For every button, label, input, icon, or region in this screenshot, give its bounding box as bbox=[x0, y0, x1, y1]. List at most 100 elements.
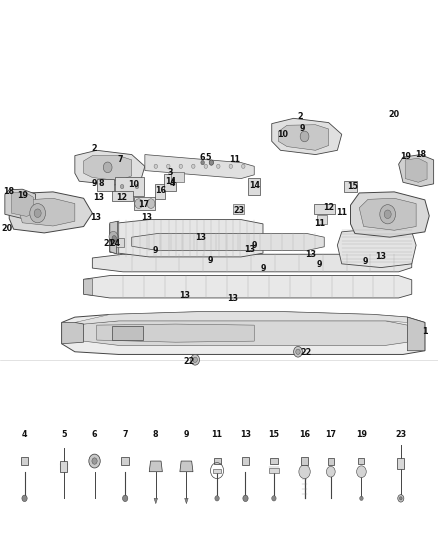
Circle shape bbox=[112, 236, 117, 241]
Circle shape bbox=[179, 164, 183, 168]
Bar bbox=[213, 469, 222, 473]
Polygon shape bbox=[84, 321, 407, 345]
Circle shape bbox=[326, 466, 335, 477]
Text: 9: 9 bbox=[184, 430, 189, 439]
Bar bbox=[397, 458, 404, 469]
Circle shape bbox=[34, 209, 41, 217]
Polygon shape bbox=[84, 279, 92, 295]
Text: 18: 18 bbox=[3, 188, 14, 196]
Bar bbox=[21, 457, 28, 465]
Polygon shape bbox=[5, 189, 35, 219]
Bar bbox=[113, 238, 124, 247]
Polygon shape bbox=[75, 150, 145, 185]
Circle shape bbox=[30, 204, 46, 223]
Text: 19: 19 bbox=[17, 191, 28, 199]
Bar bbox=[214, 458, 221, 464]
Text: 13: 13 bbox=[244, 245, 255, 254]
Polygon shape bbox=[84, 156, 132, 181]
Text: 13: 13 bbox=[376, 253, 387, 261]
Circle shape bbox=[191, 164, 195, 168]
Text: 22: 22 bbox=[184, 357, 195, 366]
Text: 23: 23 bbox=[395, 430, 406, 439]
Bar bbox=[112, 326, 143, 340]
Circle shape bbox=[399, 497, 402, 500]
Bar bbox=[317, 215, 327, 224]
Bar bbox=[113, 191, 134, 201]
Text: 6: 6 bbox=[92, 430, 97, 439]
Bar bbox=[171, 172, 184, 182]
Circle shape bbox=[293, 346, 302, 357]
Text: 17: 17 bbox=[325, 430, 336, 439]
Text: 17: 17 bbox=[138, 200, 149, 209]
Text: 2: 2 bbox=[92, 144, 97, 152]
Text: 19: 19 bbox=[356, 430, 367, 439]
Bar bbox=[314, 204, 335, 214]
Text: 3: 3 bbox=[167, 168, 173, 176]
Circle shape bbox=[120, 184, 124, 189]
Polygon shape bbox=[110, 220, 263, 257]
Circle shape bbox=[384, 210, 391, 219]
Text: 16: 16 bbox=[299, 430, 310, 439]
Circle shape bbox=[191, 354, 200, 365]
Text: 4: 4 bbox=[22, 430, 27, 439]
Bar bbox=[115, 177, 144, 196]
Circle shape bbox=[135, 184, 139, 189]
Text: 8: 8 bbox=[98, 180, 104, 188]
Circle shape bbox=[147, 199, 155, 208]
Text: 4: 4 bbox=[170, 179, 175, 188]
Text: 11: 11 bbox=[314, 220, 325, 228]
Text: 7: 7 bbox=[122, 430, 128, 439]
Polygon shape bbox=[92, 254, 412, 272]
Text: 13: 13 bbox=[179, 292, 190, 300]
Polygon shape bbox=[405, 158, 427, 182]
Text: 13: 13 bbox=[141, 213, 152, 222]
Text: 19: 19 bbox=[400, 152, 411, 161]
Bar bbox=[134, 197, 155, 210]
Circle shape bbox=[380, 205, 396, 224]
Polygon shape bbox=[110, 221, 118, 254]
Polygon shape bbox=[9, 192, 92, 233]
Text: 23: 23 bbox=[233, 206, 244, 214]
Text: 20: 20 bbox=[389, 110, 400, 118]
Circle shape bbox=[22, 495, 27, 502]
Polygon shape bbox=[399, 155, 434, 187]
Circle shape bbox=[109, 231, 118, 242]
Polygon shape bbox=[185, 498, 188, 504]
Bar bbox=[300, 457, 308, 465]
Circle shape bbox=[110, 233, 119, 244]
Text: 9: 9 bbox=[260, 264, 266, 272]
Polygon shape bbox=[110, 221, 119, 254]
Text: 9: 9 bbox=[363, 257, 368, 265]
Text: 5: 5 bbox=[61, 430, 67, 439]
Bar bbox=[241, 457, 249, 465]
Text: 11: 11 bbox=[229, 156, 240, 164]
Text: 13: 13 bbox=[240, 430, 251, 439]
Circle shape bbox=[166, 164, 170, 168]
Circle shape bbox=[92, 458, 97, 464]
Text: 6: 6 bbox=[200, 153, 205, 161]
Bar bbox=[268, 468, 279, 472]
Text: 11: 11 bbox=[212, 430, 223, 439]
Circle shape bbox=[360, 496, 363, 500]
Circle shape bbox=[215, 496, 219, 501]
Polygon shape bbox=[132, 233, 324, 251]
Polygon shape bbox=[359, 198, 416, 230]
Bar bbox=[248, 178, 260, 195]
Text: 18: 18 bbox=[415, 150, 426, 159]
Polygon shape bbox=[350, 192, 429, 237]
Text: 24: 24 bbox=[110, 239, 120, 248]
Polygon shape bbox=[145, 155, 254, 179]
Polygon shape bbox=[154, 498, 158, 504]
Text: 9: 9 bbox=[153, 246, 159, 255]
Circle shape bbox=[296, 349, 300, 354]
Text: 10: 10 bbox=[277, 130, 288, 139]
Bar bbox=[155, 184, 165, 199]
Polygon shape bbox=[180, 461, 193, 472]
Circle shape bbox=[193, 357, 198, 362]
Polygon shape bbox=[272, 118, 342, 155]
Circle shape bbox=[272, 496, 276, 501]
Bar bbox=[270, 458, 278, 464]
Text: 20: 20 bbox=[1, 224, 13, 232]
Circle shape bbox=[209, 160, 214, 165]
Circle shape bbox=[241, 164, 245, 168]
